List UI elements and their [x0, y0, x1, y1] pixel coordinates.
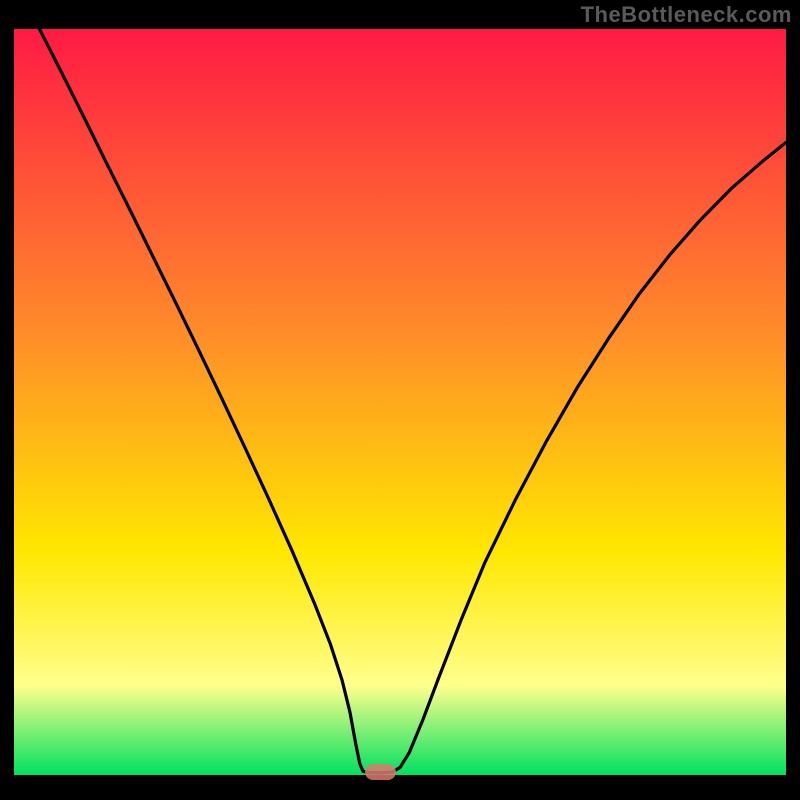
gradient-background	[14, 29, 786, 775]
watermark-text: TheBottleneck.com	[581, 2, 792, 28]
plot-area	[14, 29, 786, 775]
minimum-marker	[365, 764, 396, 780]
chart-frame: TheBottleneck.com	[0, 0, 800, 800]
